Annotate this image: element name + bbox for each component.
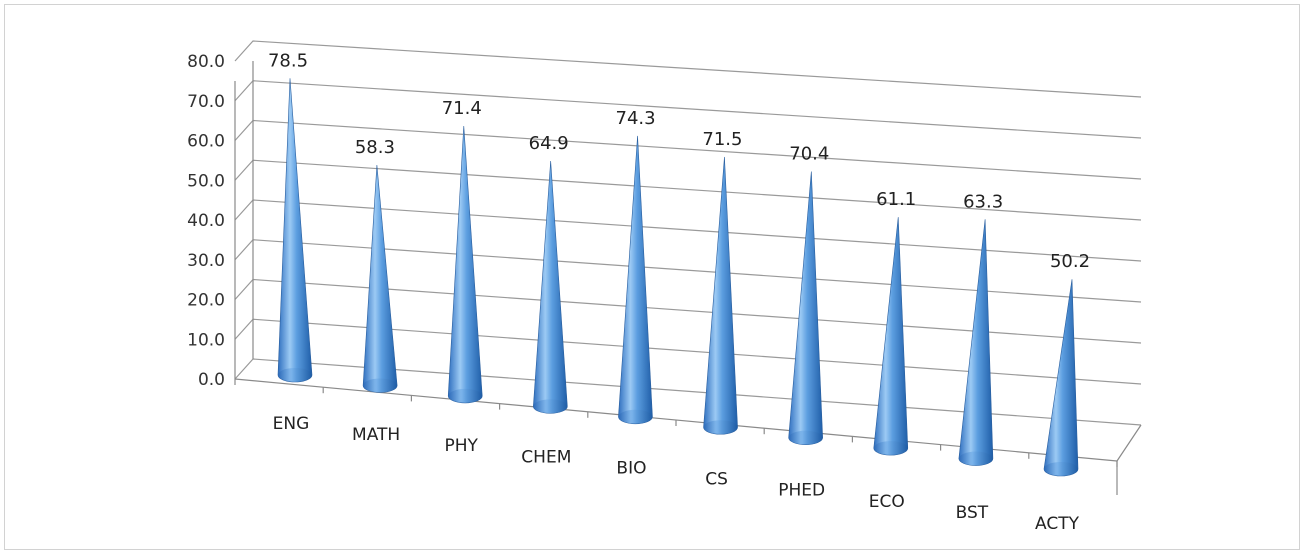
gridline [234,199,1142,262]
y-tick-label: 30.0 [187,251,225,271]
data-label: 58.3 [355,137,395,158]
category-label: ENG [273,414,310,434]
category-label: MATH [352,425,400,445]
data-label: 50.2 [1050,251,1090,272]
cone-bar [958,219,994,466]
y-tick-label: 10.0 [187,330,225,350]
cone-body [873,217,909,456]
cone-base [703,420,738,435]
data-label: 64.9 [529,133,569,154]
cone-bar [447,125,483,404]
category-label: ACTY [1035,514,1080,534]
gridline [234,159,1142,221]
data-label: 78.5 [268,50,308,71]
category-label: PHY [445,436,479,456]
category-label: CS [705,470,728,490]
category-label: CHEM [521,447,571,467]
cone-body [703,156,738,435]
y-tick-label: 70.0 [187,92,225,112]
cone-base [788,430,823,445]
cone-base [873,441,908,456]
cone-bar [533,160,568,414]
cones [277,78,1079,477]
data-label: 63.3 [963,191,1003,212]
cone-base [363,378,398,393]
data-labels: 78.5 58.3 71.4 64.9 74.3 71.5 70.4 61.1 63.3 50.2 [268,50,1090,272]
cone-body [533,160,568,414]
cone-bar [277,78,313,383]
y-tick-label: 80.0 [187,52,225,72]
category-label: BIO [616,458,646,478]
data-label: 61.1 [876,189,916,210]
cone-bar [1043,279,1079,477]
category-label: PHED [778,481,825,501]
category-label: ECO [869,492,905,512]
data-label: 74.3 [616,108,656,129]
y-tick-label: 0.0 [198,370,225,390]
y-tick-label: 20.0 [187,291,225,311]
y-tick-label: 40.0 [187,211,225,231]
cone-bar [703,156,738,435]
category-labels: ENG MATH PHY CHEM BIO CS PHED ECO BST ACTY [273,414,1080,534]
cone-base [958,451,993,466]
category-label: BST [956,503,989,523]
y-tick-label: 50.0 [187,171,225,191]
cone-bar [788,171,823,445]
chart-frame: 0.0 10.0 20.0 30.0 40.0 50.0 60.0 70.0 80.0 78.5… [4,4,1300,550]
cone-body [447,125,483,404]
floor-right-edge [1116,424,1142,462]
gridline [234,80,1142,139]
cone-base [448,388,483,403]
cone-bar [873,217,909,456]
cone-chart: 0.0 10.0 20.0 30.0 40.0 50.0 60.0 70.0 80.0 78.5… [187,40,1142,534]
cone-base [1044,462,1078,476]
cone-body [958,219,994,466]
data-label: 71.4 [442,98,482,119]
cone-body [362,165,398,393]
cone-bar [618,135,653,425]
y-axis-ticks: 0.0 10.0 20.0 30.0 40.0 50.0 60.0 70.0 80.0 [187,52,225,390]
cone-bar [362,165,398,393]
gridline [234,40,1142,98]
cone-body [618,135,653,425]
cone-base [533,399,568,414]
data-label: 71.5 [702,129,742,150]
cone-base [618,409,653,424]
y-tick-label: 60.0 [187,132,225,152]
data-label: 70.4 [789,144,829,165]
cone-body [788,171,823,445]
cone-base [278,368,312,382]
